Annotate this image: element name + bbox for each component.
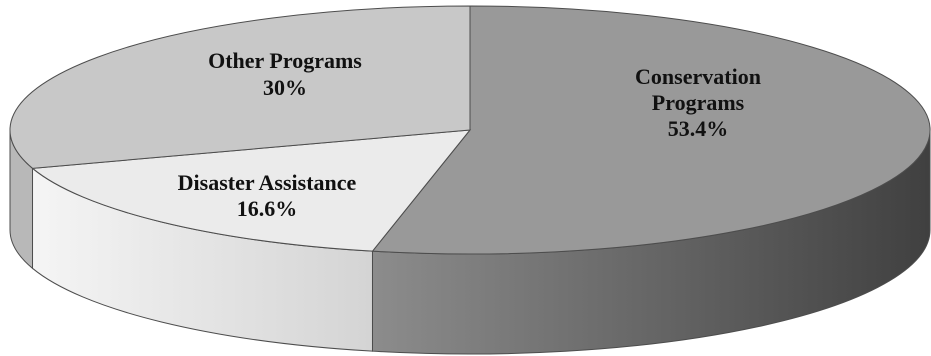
label-other-programs-line: Other Programs — [208, 48, 362, 73]
label-other-programs-line: 30% — [263, 75, 307, 100]
slice-other-programs — [9, 5, 471, 169]
label-conservation-programs-line: Programs — [652, 90, 745, 115]
slice-labels: Conservation Programs 53.4% Disaster Assist… — [178, 48, 761, 221]
label-disaster-assistance: Disaster Assistance 16.6% — [178, 170, 357, 221]
label-disaster-assistance-line: Disaster Assistance — [178, 170, 357, 195]
slice-conservation-programs — [371, 5, 931, 255]
slice-disaster-assistance — [31, 129, 472, 252]
label-disaster-assistance-line: 16.6% — [237, 196, 298, 221]
pie-slices — [9, 5, 931, 255]
label-conservation-programs: Conservation Programs 53.4% — [635, 64, 761, 141]
label-other-programs: Other Programs 30% — [208, 48, 362, 100]
label-conservation-programs-line: 53.4% — [668, 116, 729, 141]
pie-sides — [9, 129, 931, 355]
label-conservation-programs-line: Conservation — [635, 64, 761, 89]
